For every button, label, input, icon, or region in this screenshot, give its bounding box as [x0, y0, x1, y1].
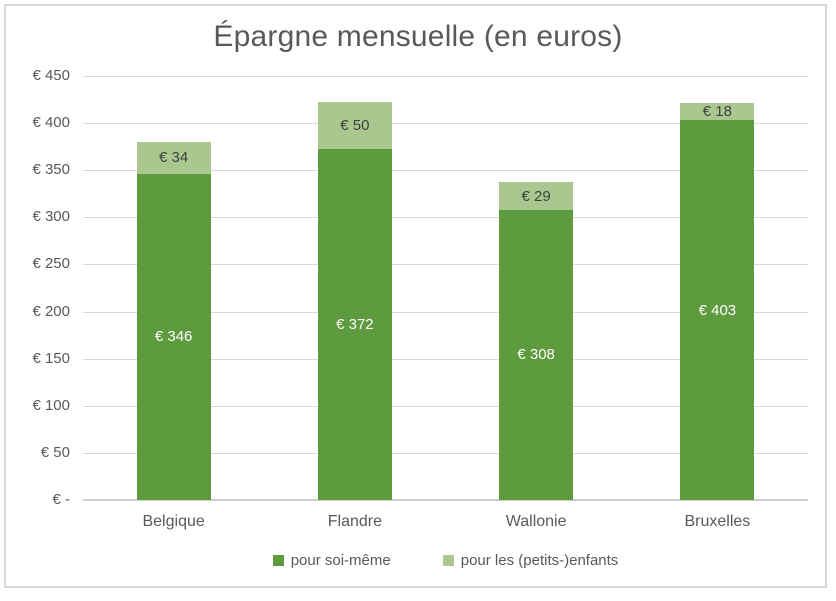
- y-axis-tick-label: € 100: [32, 396, 70, 414]
- bar-value-label: € 372: [336, 316, 374, 334]
- legend-swatch-pour-les-petits-enfants: [442, 555, 454, 566]
- bar-value-label: € 403: [698, 301, 737, 319]
- bar-flandre-pour-soi-meme: € 372: [317, 149, 392, 500]
- bar-value-label: € 29: [521, 187, 551, 205]
- bar-value-label: € 18: [702, 103, 732, 121]
- y-axis-tick-label: € 450: [32, 67, 70, 84]
- y-axis-tick-label: € -: [52, 491, 70, 508]
- bar-belgique-pour-les-petits-enfants: € 34: [136, 141, 211, 174]
- y-axis-tick-label: € 300: [32, 208, 70, 226]
- category-label-belgique: Belgique: [142, 513, 205, 530]
- legend: pour soi-même pour les (petits-)enfants: [83, 552, 808, 569]
- bar-value-label: € 50: [340, 117, 370, 135]
- category-label-wallonie: Wallonie: [505, 513, 567, 530]
- category-label-flandre: Flandre: [327, 513, 382, 530]
- y-axis-tick-label: € 200: [32, 302, 70, 320]
- legend-item-pour-soi-meme: pour soi-même: [272, 552, 391, 569]
- gridline: [83, 123, 808, 125]
- y-axis-tick-label: € 250: [32, 255, 70, 273]
- bar-value-label: € 346: [154, 328, 193, 346]
- gridline: [83, 452, 808, 454]
- y-axis-tick-label: € 150: [32, 349, 70, 367]
- bar-wallonie-pour-soi-meme: € 308: [499, 209, 574, 500]
- bar-value-label: € 308: [517, 346, 555, 364]
- bar-belgique-pour-soi-meme: € 346: [136, 173, 211, 500]
- legend-label: pour soi-même: [290, 552, 391, 569]
- category-label-bruxelles: Bruxelles: [684, 513, 751, 530]
- chart-title: Épargne mensuelle (en euros): [213, 20, 623, 53]
- y-axis-tick-label: € 50: [40, 443, 70, 461]
- gridline: [83, 217, 808, 219]
- legend-swatch-pour-soi-meme: [272, 555, 284, 566]
- gridline: [83, 358, 808, 360]
- bar-value-label: € 34: [159, 149, 189, 167]
- y-axis-tick-label: € 400: [32, 114, 70, 132]
- legend-label: pour les (petits-)enfants: [460, 552, 619, 569]
- legend-item-pour-les-petits-enfants: pour les (petits-)enfants: [442, 552, 619, 569]
- bar-bruxelles-pour-soi-meme: € 403: [680, 120, 755, 500]
- gridline: [83, 170, 808, 172]
- y-axis-tick-label: € 350: [32, 161, 70, 179]
- bar-bruxelles-pour-les-petits-enfants: € 18: [680, 103, 755, 121]
- gridline: [83, 311, 808, 313]
- x-axis-line: [83, 499, 808, 501]
- bar-flandre-pour-les-petits-enfants: € 50: [317, 102, 392, 150]
- bar-wallonie-pour-les-petits-enfants: € 29: [499, 182, 574, 210]
- gridline: [83, 264, 808, 266]
- gridline: [83, 76, 808, 77]
- gridline: [83, 405, 808, 407]
